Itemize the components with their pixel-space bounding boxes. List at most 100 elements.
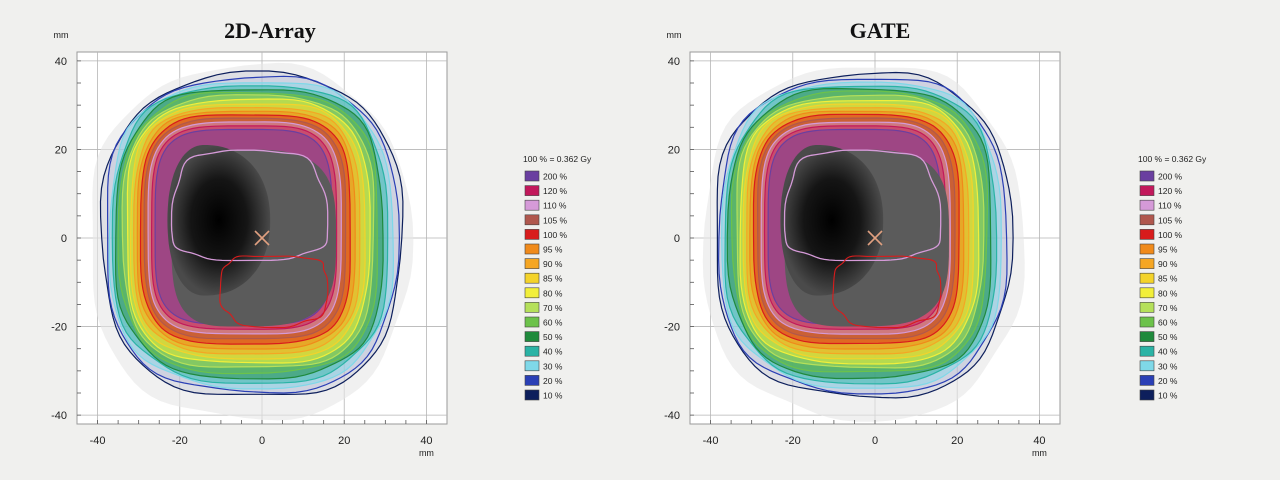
- legend-label: 95 %: [543, 245, 563, 255]
- x-tick-label: -20: [172, 435, 188, 447]
- legend-label: 10 %: [543, 391, 563, 401]
- legend-swatch: [524, 331, 540, 342]
- legend-swatch: [1139, 229, 1155, 240]
- legend-label: 90 %: [1158, 259, 1178, 269]
- legend-label: 40 %: [1158, 347, 1178, 357]
- legend-swatch: [1139, 214, 1155, 226]
- legend-swatch: [524, 389, 540, 401]
- x-axis-label: mm: [419, 448, 434, 458]
- legend-swatch: [1139, 331, 1155, 342]
- legend: 100 % = 0.362 Gy 200 % 120 % 110 % 105 % 100 …: [523, 154, 592, 401]
- legend-reference-dose: 100 % = 0.362 Gy: [523, 154, 592, 164]
- legend-swatch: [1139, 258, 1155, 269]
- legend-label: 200 %: [1158, 172, 1183, 182]
- x-tick-label: 20: [951, 435, 963, 447]
- isodose-100-line: [832, 255, 942, 329]
- legend-swatch: [1139, 316, 1155, 328]
- legend-label: 30 %: [543, 361, 563, 371]
- chart-title: 2D-Array: [224, 18, 316, 43]
- legend-label: 50 %: [543, 332, 563, 342]
- legend-label: 30 %: [1158, 361, 1178, 371]
- legend-swatch: [524, 170, 540, 182]
- legend-swatch: [524, 214, 540, 226]
- x-tick-label: -40: [703, 435, 719, 447]
- legend: 100 % = 0.362 Gy 200 % 120 % 110 % 105 % 100 …: [1138, 154, 1207, 401]
- isodose-100-line: [219, 255, 329, 329]
- legend-label: 95 %: [1158, 245, 1178, 255]
- legend-swatch: [1139, 185, 1155, 196]
- legend-swatch: [524, 243, 540, 255]
- chart-title: GATE: [850, 18, 911, 43]
- legend-label: 50 %: [1158, 332, 1178, 342]
- legend-label: 85 %: [543, 274, 563, 284]
- x-tick-label: 40: [1033, 435, 1045, 447]
- center-marker: [867, 230, 883, 246]
- dose-core: [167, 145, 271, 296]
- y-axis-label: mm: [667, 30, 682, 40]
- legend-swatch: [1139, 389, 1155, 401]
- legend-swatch: [524, 229, 540, 240]
- legend-swatch: [1139, 199, 1155, 211]
- y-tick-label: 20: [668, 144, 680, 156]
- x-tick-label: 0: [259, 435, 265, 447]
- legend-swatch: [524, 360, 540, 372]
- legend-swatch: [524, 345, 540, 357]
- legend-swatch: [524, 199, 540, 211]
- legend-swatch: [1139, 345, 1155, 357]
- legend-swatch: [524, 258, 540, 269]
- legend-label: 100 %: [1158, 230, 1183, 240]
- legend-swatch: [1139, 243, 1155, 255]
- y-tick-label: 0: [61, 233, 67, 245]
- legend-swatch: [524, 185, 540, 196]
- legend-swatch: [524, 302, 540, 313]
- legend-label: 105 %: [1158, 215, 1183, 225]
- legend-swatch: [524, 316, 540, 328]
- legend-label: 105 %: [543, 215, 568, 225]
- legend-swatch: [1139, 272, 1155, 284]
- legend-label: 70 %: [543, 303, 563, 313]
- legend-label: 20 %: [1158, 376, 1178, 386]
- y-tick-label: 0: [674, 233, 680, 245]
- legend-label: 120 %: [1158, 186, 1183, 196]
- legend-swatch: [524, 375, 540, 386]
- y-axis-label: mm: [54, 30, 69, 40]
- chart-panel-1: -40 -20 0 20 40 40 20 0 -20 -40 mm mm 2D-Array 100 % …: [51, 18, 592, 458]
- center-marker: [254, 230, 270, 246]
- legend-label: 70 %: [1158, 303, 1178, 313]
- x-axis-label: mm: [1032, 448, 1047, 458]
- legend-label: 20 %: [543, 376, 563, 386]
- dose-core: [780, 145, 884, 296]
- x-tick-label: -20: [785, 435, 801, 447]
- x-tick-label: -40: [90, 435, 106, 447]
- legend-swatch: [524, 287, 540, 299]
- legend-label: 100 %: [543, 230, 568, 240]
- legend-label: 120 %: [543, 186, 568, 196]
- y-tick-label: 40: [55, 56, 67, 68]
- legend-label: 40 %: [543, 347, 563, 357]
- y-tick-label: -40: [664, 410, 680, 422]
- legend-label: 60 %: [1158, 318, 1178, 328]
- legend-swatch: [1139, 375, 1155, 386]
- legend-label: 110 %: [1158, 201, 1182, 211]
- legend-label: 85 %: [1158, 274, 1178, 284]
- legend-label: 110 %: [543, 201, 567, 211]
- x-tick-label: 0: [872, 435, 878, 447]
- legend-label: 10 %: [1158, 391, 1178, 401]
- legend-swatch: [1139, 170, 1155, 182]
- legend-swatch: [1139, 302, 1155, 313]
- legend-label: 60 %: [543, 318, 563, 328]
- y-tick-label: -40: [51, 410, 67, 422]
- y-tick-label: 40: [668, 56, 680, 68]
- legend-label: 90 %: [543, 259, 563, 269]
- x-tick-label: 20: [338, 435, 350, 447]
- y-tick-label: 20: [55, 144, 67, 156]
- legend-label: 80 %: [1158, 288, 1178, 298]
- legend-label: 200 %: [543, 172, 568, 182]
- legend-swatch: [1139, 287, 1155, 299]
- y-tick-label: -20: [51, 322, 67, 334]
- legend-swatch: [524, 272, 540, 284]
- y-tick-label: -20: [664, 322, 680, 334]
- legend-reference-dose: 100 % = 0.362 Gy: [1138, 154, 1207, 164]
